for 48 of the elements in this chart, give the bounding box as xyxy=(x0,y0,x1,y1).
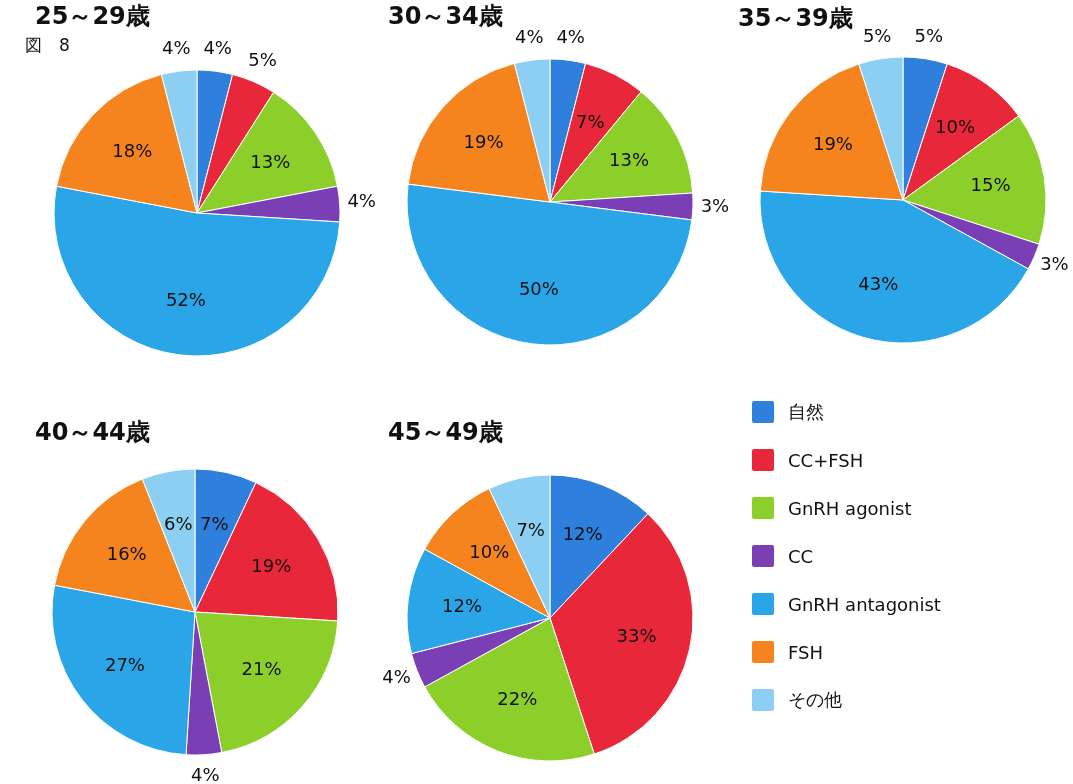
data-label: 19% xyxy=(251,554,292,576)
legend-label: GnRH agonist xyxy=(788,497,912,519)
data-label: 27% xyxy=(104,654,145,676)
legend-label: CC+FSH xyxy=(788,449,864,471)
data-label: 6% xyxy=(164,512,193,534)
data-label: 16% xyxy=(106,543,147,565)
data-label: 7% xyxy=(516,519,545,541)
data-label: 22% xyxy=(497,688,538,710)
data-label: 3% xyxy=(1040,253,1069,275)
data-label: 4% xyxy=(162,36,191,58)
data-label: 5% xyxy=(248,49,277,71)
data-label: 5% xyxy=(862,24,892,46)
data-label: 4% xyxy=(203,36,232,58)
data-label: 12% xyxy=(562,523,603,545)
data-label: 4% xyxy=(191,764,220,784)
data-label: 5% xyxy=(914,24,944,46)
data-label: 10% xyxy=(935,115,976,137)
data-label: 4% xyxy=(347,190,376,212)
data-label: 7% xyxy=(575,110,605,132)
data-label: 19% xyxy=(463,131,504,153)
legend-label: CC xyxy=(788,545,814,567)
data-label: 13% xyxy=(608,149,649,171)
data-label: 15% xyxy=(970,173,1011,195)
legend-label: 自然 xyxy=(788,400,824,424)
chart-title: 25～29歳 xyxy=(35,1,150,32)
data-label: 19% xyxy=(812,133,853,155)
chart-title: 30～34歳 xyxy=(388,1,503,32)
caption: 図 8 xyxy=(25,34,70,57)
text: 45～49歳 xyxy=(388,417,503,448)
data-label: 12% xyxy=(442,594,483,616)
data-label: 50% xyxy=(518,277,559,299)
data-label: 4% xyxy=(556,25,585,47)
data-label: 18% xyxy=(112,139,153,161)
data-label: 43% xyxy=(858,272,899,294)
data-label: 52% xyxy=(165,288,206,310)
chart-title: 40～44歳 xyxy=(35,417,150,448)
data-label: 4% xyxy=(515,25,544,47)
chart-title: 35～39歳 xyxy=(738,3,853,34)
data-label: 3% xyxy=(700,194,730,216)
data-label: 21% xyxy=(241,658,282,680)
legend-label: GnRH antagonist xyxy=(788,593,941,615)
data-label: 33% xyxy=(616,625,657,647)
legend-label: その他 xyxy=(788,688,842,712)
legend-label: FSH xyxy=(788,641,823,663)
data-label: 13% xyxy=(250,150,291,172)
data-label: 4% xyxy=(382,666,411,688)
data-label: 10% xyxy=(469,541,510,563)
data-label: 7% xyxy=(200,513,229,535)
